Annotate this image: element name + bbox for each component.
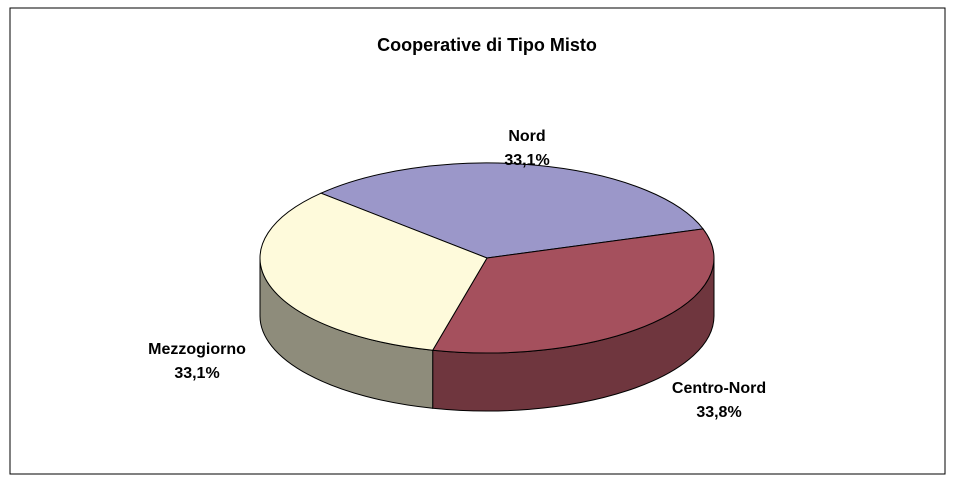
slice bbox=[431, 228, 715, 354]
slice-value-label: 33,1% bbox=[174, 365, 219, 382]
slice-label: Mezzogiorno bbox=[148, 341, 246, 358]
chart-title: Cooperative di Tipo Misto bbox=[377, 35, 597, 55]
slice bbox=[259, 192, 488, 351]
slice-value-label: 33,1% bbox=[504, 152, 549, 169]
slice-value-label: 33,8% bbox=[696, 404, 741, 421]
slice-label: Nord bbox=[508, 128, 545, 145]
slice bbox=[319, 162, 705, 259]
slice-label: Centro-Nord bbox=[672, 380, 766, 397]
